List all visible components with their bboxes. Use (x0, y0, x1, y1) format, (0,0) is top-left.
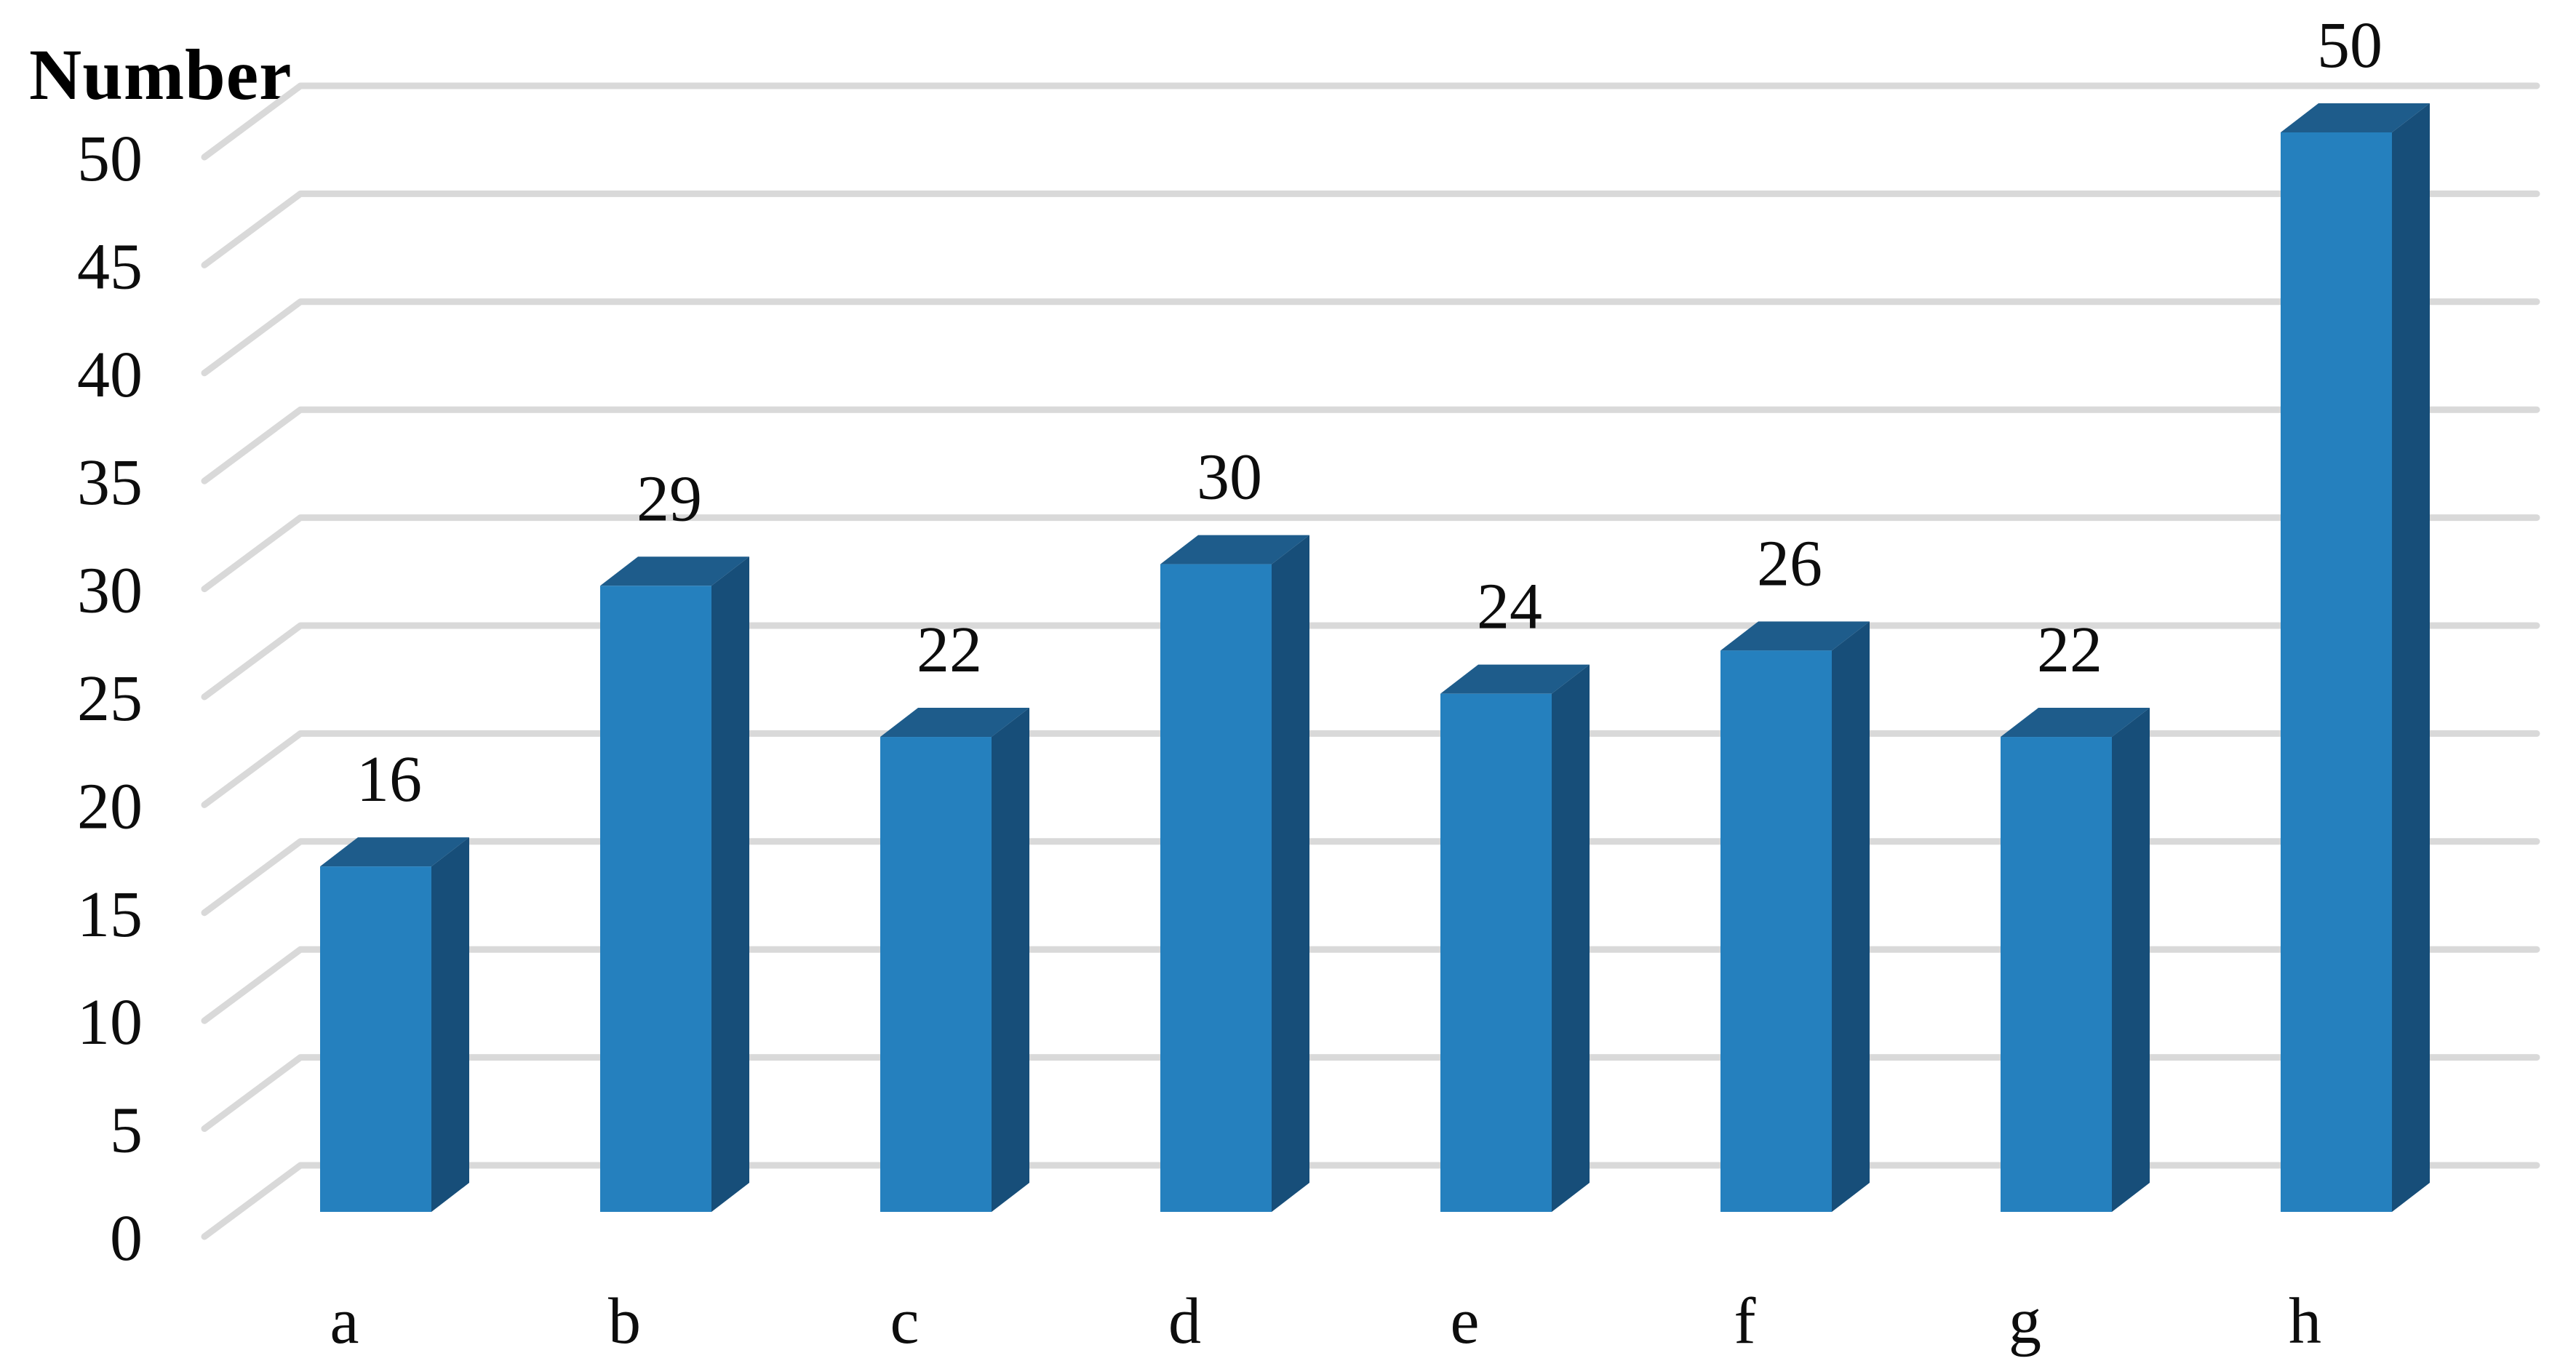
bar-top-face-h (2281, 103, 2430, 132)
gridline-5 (201, 1054, 2540, 1133)
x-category-label-g: g (2009, 1285, 2041, 1357)
bar-3d-b (600, 556, 749, 1212)
bar-value-label-f: 26 (1757, 527, 1822, 599)
gridline-0 (201, 1162, 2540, 1240)
bar-3d-a (320, 837, 469, 1212)
bar-value-label-a: 16 (356, 743, 422, 815)
y-tick-label-10: 10 (77, 986, 143, 1058)
bar-value-label-d: 30 (1197, 442, 1262, 514)
gridline-15 (201, 838, 2540, 917)
bar-top-face-f (1720, 621, 1870, 651)
bar-top-face-c (880, 708, 1029, 738)
bar-side-face-f (1832, 621, 1870, 1212)
gridline-35 (201, 406, 2540, 484)
bar-front-face-f (1720, 650, 1832, 1212)
y-tick-label-0: 0 (110, 1202, 143, 1274)
bar-side-face-c (992, 708, 1029, 1212)
bar-value-label-c: 22 (917, 614, 982, 686)
bar-side-face-d (1272, 535, 1309, 1212)
bar-front-face-a (320, 866, 431, 1212)
bar-value-label-h: 50 (2317, 9, 2382, 81)
y-tick-label-15: 15 (77, 879, 143, 951)
x-category-label-f: f (1734, 1285, 1756, 1357)
bar-side-face-a (431, 837, 469, 1212)
bar-value-label-e: 24 (1477, 571, 1542, 643)
bar-value-label-g: 22 (2037, 614, 2102, 686)
bar-value-labels: 16 29 22 30 24 26 22 50 (356, 9, 2382, 815)
y-tick-label-40: 40 (77, 339, 143, 411)
y-tick-label-30: 30 (77, 555, 143, 627)
x-category-label-e: e (1451, 1285, 1480, 1357)
bar-side-face-h (2392, 103, 2430, 1212)
bar-top-face-b (600, 556, 749, 586)
bar-front-face-d (1160, 564, 1272, 1212)
bar-value-label-b: 29 (637, 463, 702, 535)
gridline-40 (201, 298, 2540, 377)
y-axis-title: Number (29, 34, 292, 115)
y-tick-label-5: 5 (110, 1095, 143, 1167)
y-tick-label-35: 35 (77, 447, 143, 519)
bar-side-face-e (1552, 664, 1590, 1212)
gridline-45 (201, 190, 2540, 268)
x-category-label-a: a (330, 1285, 359, 1357)
bar-side-face-b (711, 556, 749, 1212)
x-category-labels: a b c d e f g h (330, 1285, 2321, 1357)
bar-front-face-h (2281, 132, 2392, 1212)
x-category-label-c: c (890, 1285, 920, 1357)
bar-front-face-e (1440, 693, 1552, 1212)
bar-top-face-a (320, 837, 469, 867)
y-tick-label-45: 45 (77, 231, 143, 303)
x-category-label-d: d (1168, 1285, 1201, 1357)
x-category-label-b: b (608, 1285, 641, 1357)
bar-top-face-e (1440, 664, 1590, 694)
bar-front-face-g (2001, 737, 2112, 1212)
gridline-25 (201, 622, 2540, 701)
bar-front-face-b (600, 586, 711, 1212)
y-tick-label-20: 20 (77, 770, 143, 842)
bars (320, 103, 2430, 1212)
gridline-20 (201, 730, 2540, 808)
bar-top-face-g (2001, 708, 2150, 738)
bar-side-face-g (2112, 708, 2150, 1212)
gridline-30 (201, 514, 2540, 593)
y-tick-label-25: 25 (77, 663, 143, 735)
bar-3d-h (2281, 103, 2430, 1212)
gridline-10 (201, 946, 2540, 1024)
y-tick-label-50: 50 (77, 123, 143, 195)
bar-front-face-c (880, 737, 992, 1212)
bar-3d-f (1720, 621, 1870, 1212)
bar-3d-d (1160, 535, 1309, 1212)
gridline-50 (201, 82, 2540, 161)
bar-top-face-d (1160, 535, 1309, 564)
gridlines-and-ticks: 0 5 10 15 20 25 30 35 40 45 50 (77, 82, 2540, 1274)
bar-3d-c (880, 708, 1029, 1212)
bar-3d-g (2001, 708, 2150, 1212)
x-category-label-h: h (2289, 1285, 2321, 1357)
bar-3d-e (1440, 664, 1590, 1212)
